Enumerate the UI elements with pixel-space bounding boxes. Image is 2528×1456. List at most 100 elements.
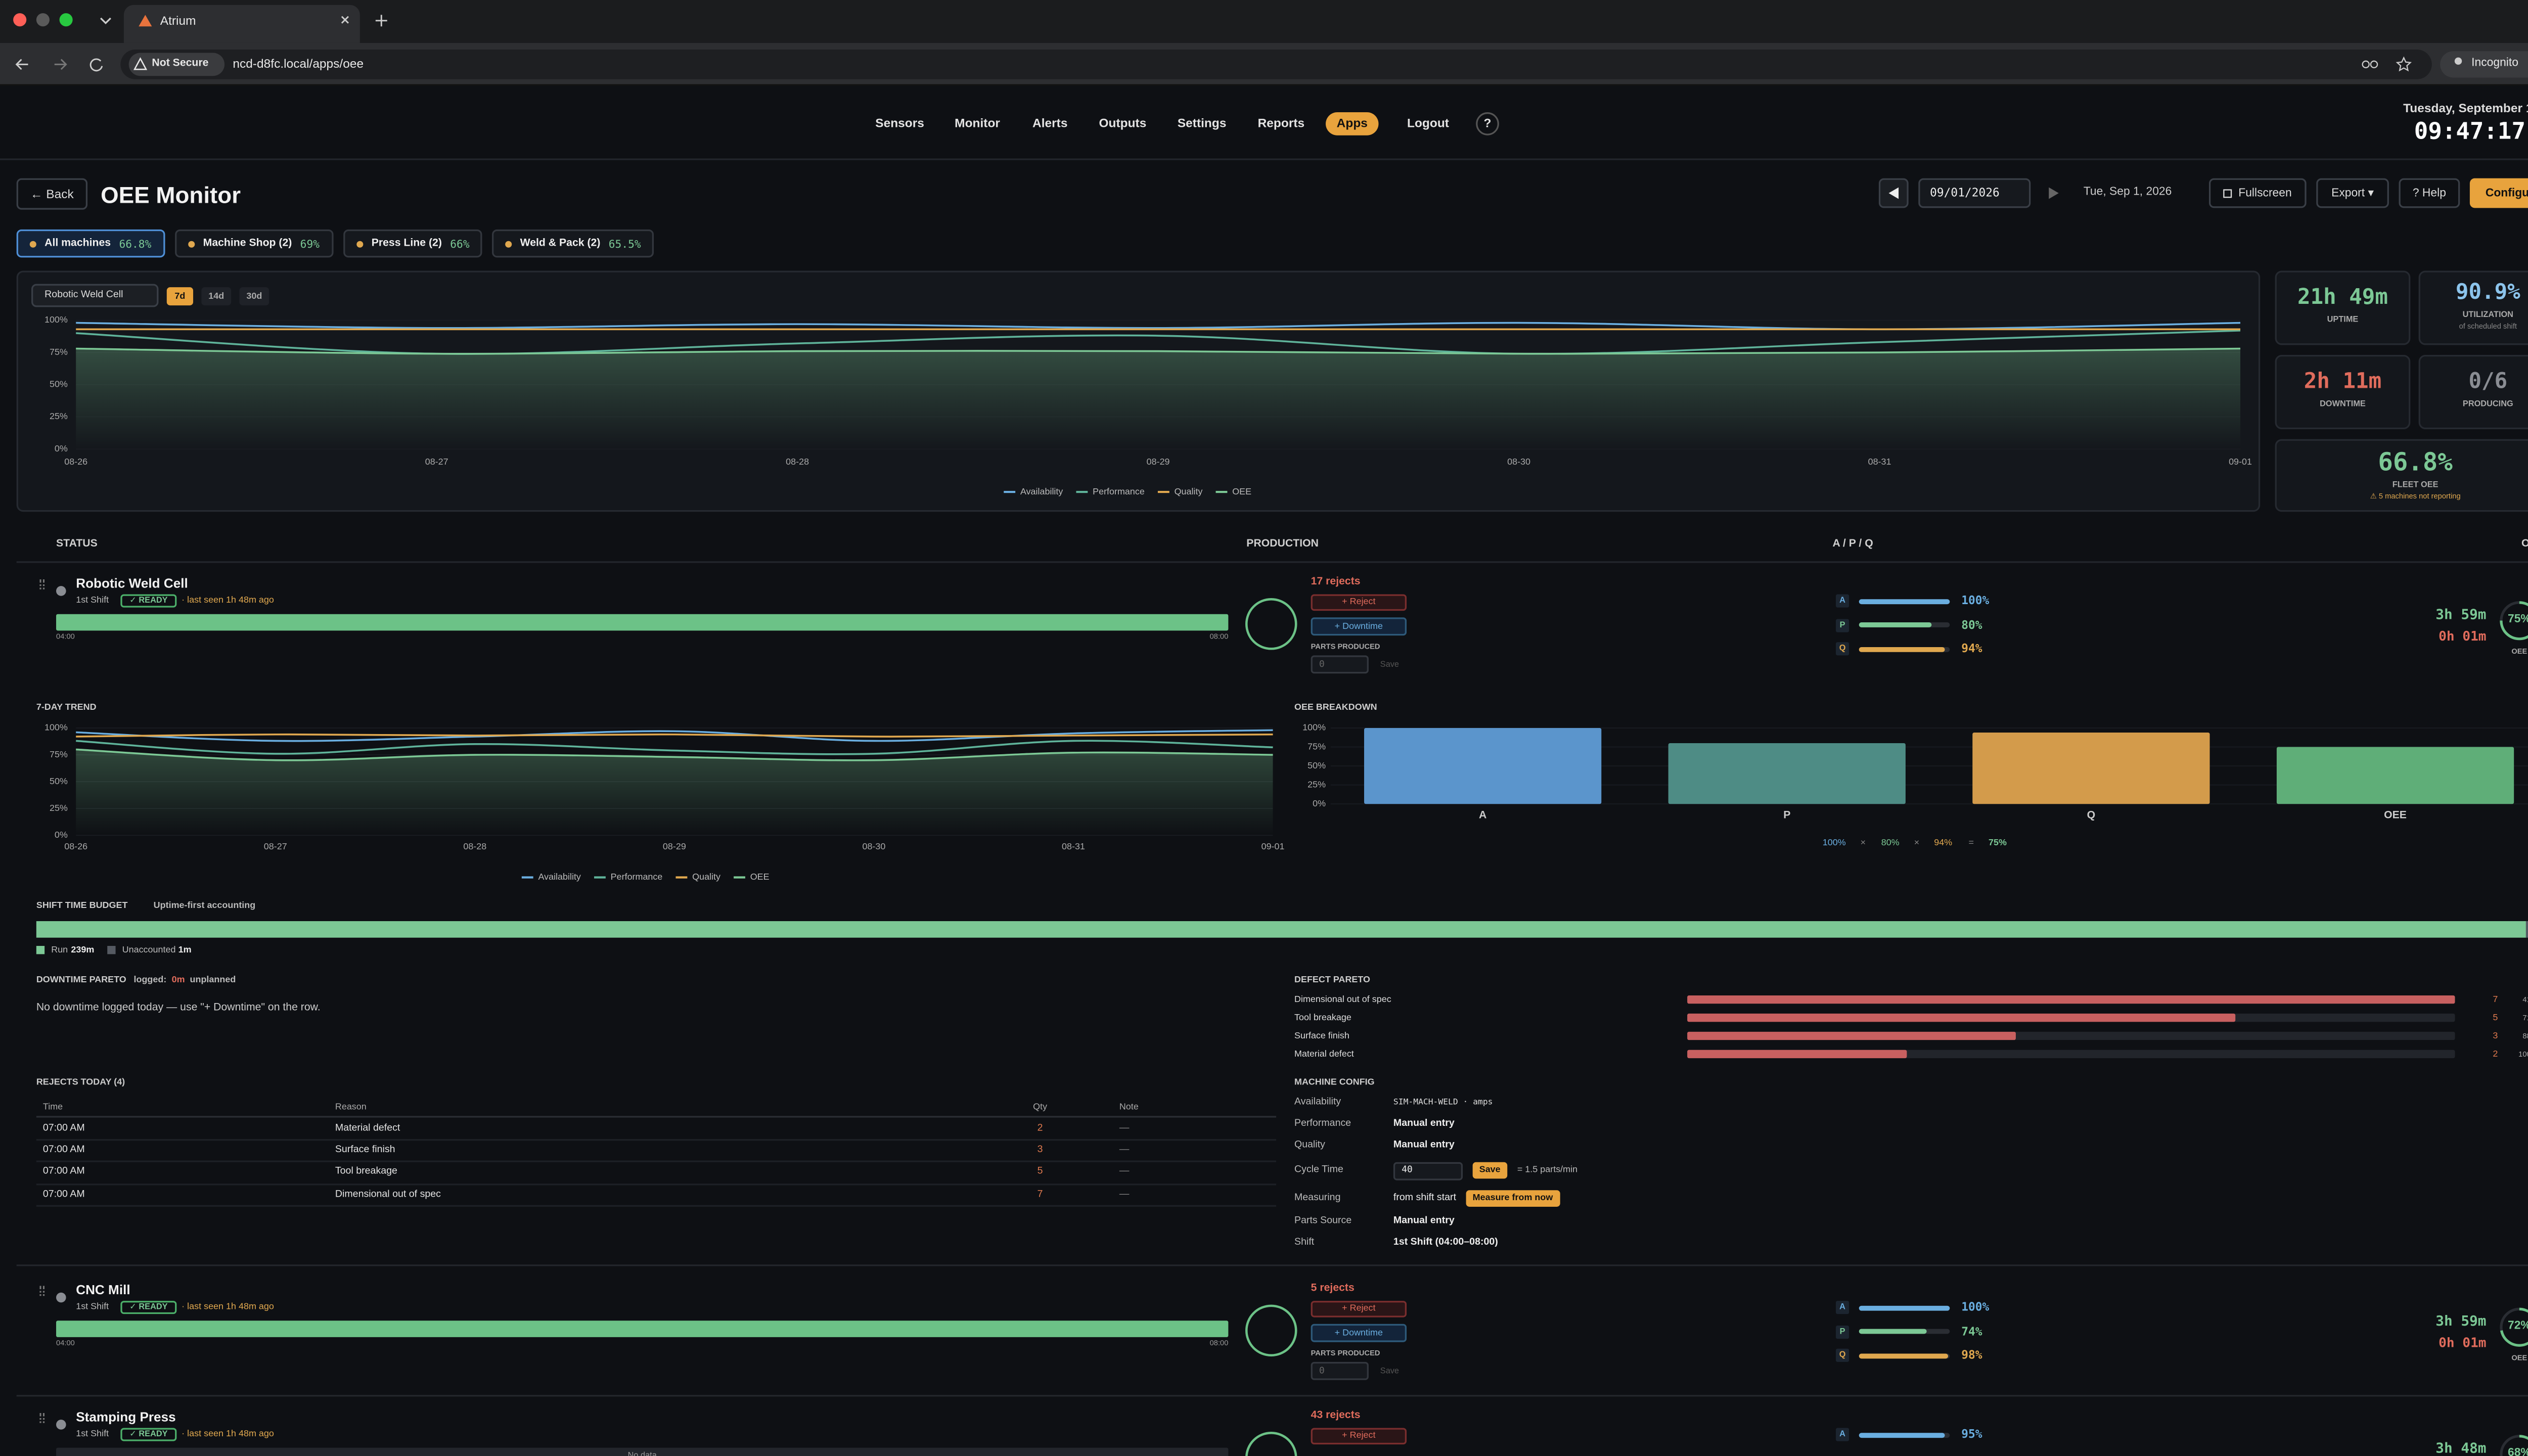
config-button[interactable]: Measure from now <box>1466 1189 1560 1206</box>
apq-value: 100% <box>1961 1301 1990 1314</box>
range-button[interactable]: 30d <box>239 287 269 306</box>
downtime-button[interactable]: + Downtime <box>1311 617 1407 636</box>
password-icon[interactable] <box>2370 60 2378 69</box>
next-day[interactable] <box>2049 187 2059 199</box>
legend-label: Quality <box>1175 486 1203 496</box>
parts-save[interactable]: Save <box>1380 1367 1400 1377</box>
range-button[interactable]: 14d <box>201 287 232 306</box>
tab-close[interactable] <box>341 16 349 24</box>
machine-select[interactable]: Robotic Weld Cell <box>31 284 159 307</box>
security-chip[interactable] <box>128 53 225 76</box>
status-chip[interactable]: ✓ READY <box>120 594 177 608</box>
column-header: OEE <box>2521 527 2528 560</box>
y-tick-label: 50% <box>50 379 68 389</box>
omnibox[interactable] <box>120 49 2432 79</box>
filter-chip[interactable]: Press Line (2) 66% <box>343 229 483 258</box>
export-button[interactable]: Export ▾ <box>2316 178 2389 208</box>
defect-cumulative: 100% <box>2518 1049 2528 1058</box>
password-icon[interactable] <box>2362 60 2370 69</box>
table-rule <box>36 1205 1277 1207</box>
reject-button[interactable]: + Reject <box>1311 1301 1407 1317</box>
status-chip[interactable]: ✓ READY <box>120 1301 177 1314</box>
parts-input[interactable]: 0 <box>1311 1361 1369 1380</box>
status-chip[interactable]: ✓ READY <box>120 1428 177 1441</box>
x-tick-label: OEE <box>2384 809 2407 821</box>
reject-button[interactable]: + Reject <box>1311 594 1407 611</box>
x-tick-label: 08-27 <box>425 457 448 467</box>
parts-input[interactable]: 0 <box>1311 655 1369 674</box>
nav-item[interactable]: Sensors <box>875 115 924 130</box>
prev-day-button[interactable] <box>1878 178 1909 208</box>
logged-label: logged: <box>133 975 167 985</box>
filter-chip[interactable]: Machine Shop (2) 69% <box>175 229 333 258</box>
apq-letter[interactable]: A <box>1836 594 1849 608</box>
fullscreen-icon <box>2223 189 2232 198</box>
defect-cumulative: 88% <box>2522 1031 2528 1039</box>
reject-count: 5 rejects <box>1311 1283 1355 1295</box>
drag-handle[interactable] <box>39 579 45 589</box>
y-tick-label: 25% <box>50 803 68 813</box>
x-tick-label: 08-31 <box>1062 841 1085 851</box>
table-rule <box>36 1116 1277 1118</box>
warning-icon <box>133 57 148 70</box>
nav-item-active[interactable]: Apps <box>1336 115 1368 130</box>
date-input[interactable]: 09/01/2026 <box>1918 178 2031 208</box>
new-tab[interactable] <box>375 15 387 27</box>
config-input[interactable]: 40 <box>1393 1161 1463 1180</box>
section-title: SHIFT TIME BUDGET <box>36 900 128 911</box>
oee-ring <box>2500 1435 2528 1456</box>
oee-ring <box>2500 601 2528 641</box>
nav-item[interactable]: Alerts <box>1032 115 1068 130</box>
tab-list[interactable] <box>100 17 111 25</box>
nav-item[interactable]: Logout <box>1407 115 1449 130</box>
table-cell: 7 <box>1037 1190 1043 1200</box>
apq-letter[interactable]: P <box>1836 1325 1849 1338</box>
zoom-window[interactable] <box>59 13 73 27</box>
table-cell: 3 <box>1037 1145 1043 1156</box>
forward-nav[interactable] <box>54 59 67 70</box>
section-title: DOWNTIME PARETO <box>36 975 126 985</box>
apq-letter[interactable]: A <box>1836 1428 1849 1441</box>
minimize-window[interactable] <box>36 13 50 27</box>
series-line <box>76 748 1273 761</box>
reject-button[interactable]: + Reject <box>1311 1428 1407 1445</box>
help-button[interactable]: ? Help <box>2399 178 2460 208</box>
active-tab[interactable] <box>123 5 360 43</box>
apq-letter[interactable]: Q <box>1836 1348 1849 1362</box>
parts-save[interactable]: Save <box>1380 660 1400 670</box>
range-button-active[interactable]: 7d <box>166 287 194 306</box>
profile-chip[interactable] <box>2440 51 2528 78</box>
drag-handle[interactable] <box>39 1286 45 1296</box>
nav-item[interactable]: ? <box>1483 115 1492 130</box>
back-nav[interactable] <box>15 59 28 70</box>
bookmark[interactable] <box>2396 56 2412 72</box>
nav-item[interactable]: Monitor <box>955 115 1000 130</box>
nav-item[interactable]: Outputs <box>1099 115 1147 130</box>
bar <box>1668 743 1906 804</box>
apq-letter[interactable]: A <box>1836 1301 1849 1314</box>
defect-bar <box>1687 995 2455 1004</box>
table-cell: 07:00 AM <box>42 1145 85 1156</box>
downtime-button[interactable]: + Downtime <box>1311 1324 1407 1342</box>
kpi-note: of scheduled shift <box>2459 322 2517 331</box>
logged-value: 0m <box>171 975 185 985</box>
configure-button[interactable]: Configure <box>2469 178 2528 208</box>
reload[interactable] <box>89 58 103 72</box>
apq-letter[interactable]: Q <box>1836 642 1849 656</box>
defect-count: 2 <box>2493 1049 2498 1059</box>
drag-handle[interactable] <box>39 1413 45 1423</box>
fullscreen-button[interactable]: Fullscreen <box>2208 178 2307 208</box>
series-line <box>76 740 1273 755</box>
prev-day[interactable] <box>1888 187 1899 199</box>
chip-dot <box>505 240 512 247</box>
apq-letter[interactable]: P <box>1836 618 1849 631</box>
series-line <box>76 347 2241 355</box>
filter-chip[interactable]: Weld & Pack (2) 65.5% <box>492 229 654 258</box>
shift: 1st Shift <box>76 1302 109 1312</box>
config-button[interactable]: Save <box>1472 1162 1507 1179</box>
filter-chip-active[interactable]: All machines 66.8% <box>16 229 165 258</box>
nav-item[interactable]: Reports <box>1257 115 1305 130</box>
back-button[interactable]: ← Back <box>16 178 88 210</box>
nav-item[interactable]: Settings <box>1177 115 1227 130</box>
close-window[interactable] <box>13 13 27 27</box>
